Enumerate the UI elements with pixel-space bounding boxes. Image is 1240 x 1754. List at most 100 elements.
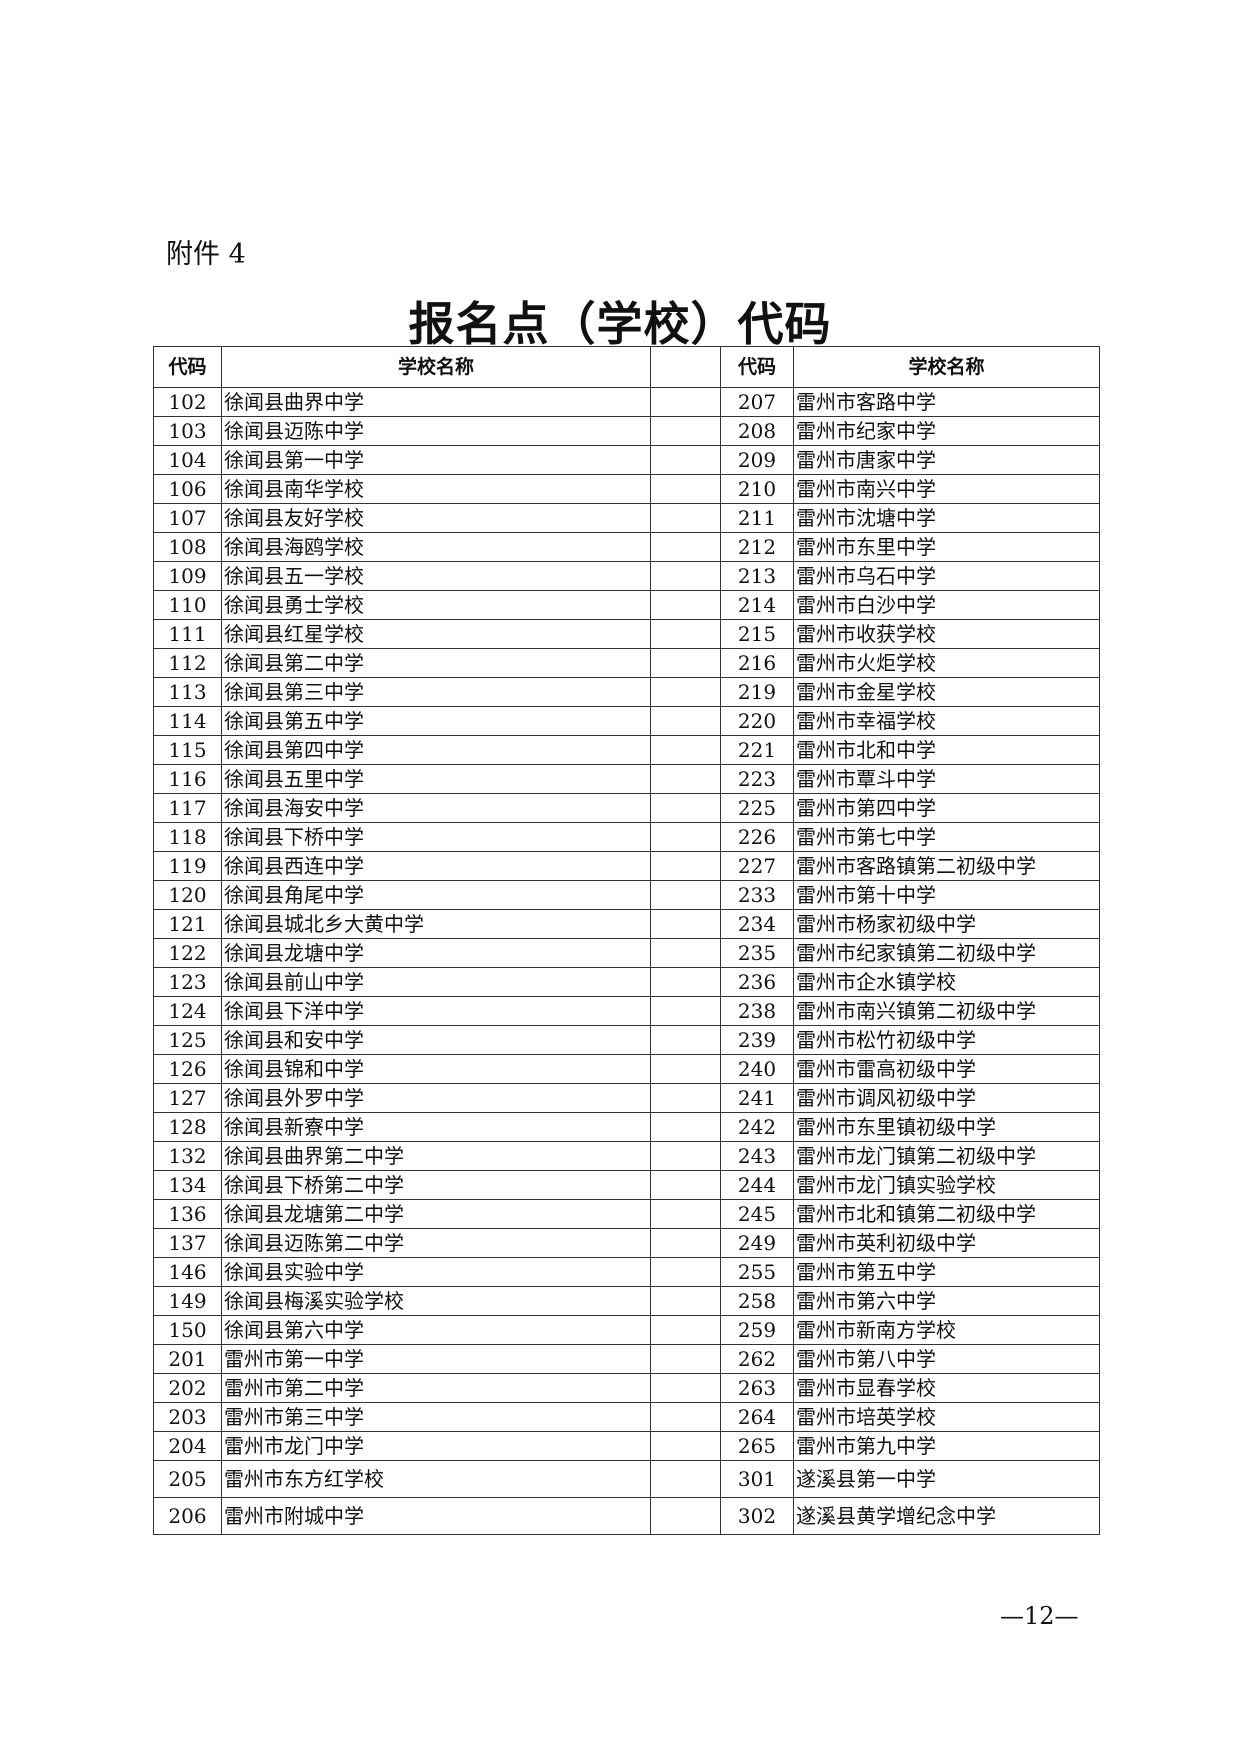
school-code: 114 (153, 706, 222, 736)
table-row: 119 徐闻县西连中学 227 雷州市客路镇第二初级中学 (153, 851, 1100, 881)
school-code: 265 (720, 1431, 794, 1461)
school-name: 徐闻县下桥中学 (221, 822, 651, 852)
school-name: 徐闻县梅溪实验学校 (221, 1286, 651, 1316)
table-row: 116 徐闻县五里中学 223 雷州市覃斗中学 (153, 764, 1100, 794)
school-code: 132 (153, 1141, 222, 1171)
header-code-left: 代码 (153, 346, 222, 388)
school-name: 徐闻县南华学校 (221, 474, 651, 504)
table-header: 代码 学校名称 代码 学校名称 (153, 346, 1100, 388)
school-name: 雷州市纪家镇第二初级中学 (793, 938, 1100, 968)
school-name: 徐闻县龙塘中学 (221, 938, 651, 968)
school-code: 242 (720, 1112, 794, 1142)
table-row: 204 雷州市龙门中学 265 雷州市第九中学 (153, 1431, 1100, 1461)
school-code: 107 (153, 503, 222, 533)
school-name: 雷州市第二中学 (221, 1373, 651, 1403)
blank-cell (650, 1497, 721, 1535)
blank-cell (650, 561, 721, 591)
blank-cell (650, 1199, 721, 1229)
school-name: 雷州市客路镇第二初级中学 (793, 851, 1100, 881)
school-name: 徐闻县角尾中学 (221, 880, 651, 910)
table-row: 112 徐闻县第二中学 216 雷州市火炬学校 (153, 648, 1100, 678)
school-code: 128 (153, 1112, 222, 1142)
school-name: 徐闻县曲界第二中学 (221, 1141, 651, 1171)
school-name: 徐闻县红星学校 (221, 619, 651, 649)
school-code: 102 (153, 387, 222, 417)
table-row: 202 雷州市第二中学 263 雷州市显春学校 (153, 1373, 1100, 1403)
school-name: 雷州市南兴镇第二初级中学 (793, 996, 1100, 1026)
school-name: 雷州市龙门镇实验学校 (793, 1170, 1100, 1200)
school-name: 雷州市幸福学校 (793, 706, 1100, 736)
blank-cell (650, 1373, 721, 1403)
school-code: 117 (153, 793, 222, 823)
table-row: 102 徐闻县曲界中学 207 雷州市客路中学 (153, 387, 1100, 417)
school-name: 雷州市火炬学校 (793, 648, 1100, 678)
blank-cell (650, 387, 721, 417)
school-name: 雷州市第三中学 (221, 1402, 651, 1432)
school-name: 雷州市第七中学 (793, 822, 1100, 852)
table-row: 206 雷州市附城中学 302 遂溪县黄学增纪念中学 (153, 1497, 1100, 1535)
school-name: 徐闻县第二中学 (221, 648, 651, 678)
table-row: 149 徐闻县梅溪实验学校 258 雷州市第六中学 (153, 1286, 1100, 1316)
blank-cell (650, 532, 721, 562)
school-name: 徐闻县前山中学 (221, 967, 651, 997)
blank-cell (650, 851, 721, 881)
school-name: 雷州市白沙中学 (793, 590, 1100, 620)
school-name: 徐闻县外罗中学 (221, 1083, 651, 1113)
school-code: 216 (720, 648, 794, 678)
blank-cell (650, 764, 721, 794)
school-name: 雷州市培英学校 (793, 1402, 1100, 1432)
school-name: 雷州市东方红学校 (221, 1460, 651, 1498)
table-row: 111 徐闻县红星学校 215 雷州市收获学校 (153, 619, 1100, 649)
blank-cell (650, 677, 721, 707)
table-row: 113 徐闻县第三中学 219 雷州市金星学校 (153, 677, 1100, 707)
school-name: 徐闻县西连中学 (221, 851, 651, 881)
school-name: 徐闻县新寮中学 (221, 1112, 651, 1142)
table-row: 123 徐闻县前山中学 236 雷州市企水镇学校 (153, 967, 1100, 997)
blank-cell (650, 735, 721, 765)
school-code: 302 (720, 1497, 794, 1535)
school-code: 220 (720, 706, 794, 736)
table-row: 136 徐闻县龙塘第二中学 245 雷州市北和镇第二初级中学 (153, 1199, 1100, 1229)
table-row: 115 徐闻县第四中学 221 雷州市北和中学 (153, 735, 1100, 765)
table-row: 146 徐闻县实验中学 255 雷州市第五中学 (153, 1257, 1100, 1287)
table-row: 107 徐闻县友好学校 211 雷州市沈塘中学 (153, 503, 1100, 533)
school-code: 206 (153, 1497, 222, 1535)
school-code: 215 (720, 619, 794, 649)
table-row: 122 徐闻县龙塘中学 235 雷州市纪家镇第二初级中学 (153, 938, 1100, 968)
school-name: 徐闻县勇士学校 (221, 590, 651, 620)
school-code: 125 (153, 1025, 222, 1055)
school-code: 241 (720, 1083, 794, 1113)
school-code: 108 (153, 532, 222, 562)
school-name: 雷州市收获学校 (793, 619, 1100, 649)
header-blank (650, 346, 721, 388)
blank-cell (650, 996, 721, 1026)
table-row: 103 徐闻县迈陈中学 208 雷州市纪家中学 (153, 416, 1100, 446)
blank-cell (650, 1141, 721, 1171)
school-code: 301 (720, 1460, 794, 1498)
school-name: 徐闻县第四中学 (221, 735, 651, 765)
school-name: 雷州市客路中学 (793, 387, 1100, 417)
school-name: 徐闻县曲界中学 (221, 387, 651, 417)
table-row: 203 雷州市第三中学 264 雷州市培英学校 (153, 1402, 1100, 1432)
table-row: 134 徐闻县下桥第二中学 244 雷州市龙门镇实验学校 (153, 1170, 1100, 1200)
table-row: 114 徐闻县第五中学 220 雷州市幸福学校 (153, 706, 1100, 736)
page-number: —12— (1000, 1602, 1079, 1630)
school-name: 雷州市唐家中学 (793, 445, 1100, 475)
school-name: 徐闻县和安中学 (221, 1025, 651, 1055)
school-name: 雷州市松竹初级中学 (793, 1025, 1100, 1055)
school-code: 115 (153, 735, 222, 765)
school-code: 221 (720, 735, 794, 765)
blank-cell (650, 1025, 721, 1055)
school-code: 236 (720, 967, 794, 997)
school-code: 106 (153, 474, 222, 504)
school-name: 遂溪县黄学增纪念中学 (793, 1497, 1100, 1535)
table-row: 137 徐闻县迈陈第二中学 249 雷州市英利初级中学 (153, 1228, 1100, 1258)
school-code: 109 (153, 561, 222, 591)
school-code: 264 (720, 1402, 794, 1432)
table-row: 125 徐闻县和安中学 239 雷州市松竹初级中学 (153, 1025, 1100, 1055)
school-name: 徐闻县第六中学 (221, 1315, 651, 1345)
school-name: 雷州市第八中学 (793, 1344, 1100, 1374)
blank-cell (650, 1112, 721, 1142)
school-code: 121 (153, 909, 222, 939)
blank-cell (650, 1083, 721, 1113)
